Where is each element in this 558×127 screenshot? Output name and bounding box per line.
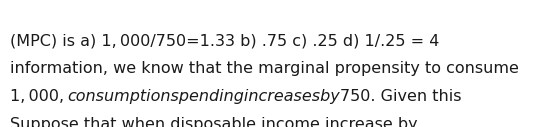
Text: Suppose that when disposable income increase by: Suppose that when disposable income incr… <box>10 117 417 127</box>
Text: 1, 000,: 1, 000, <box>10 89 68 104</box>
Text: consumptionspendingincreasesby: consumptionspendingincreasesby <box>68 89 340 104</box>
Text: (MPC) is a) 1, 000/750=1.33 b) .75 c) .25 d) 1/.25 = 4: (MPC) is a) 1, 000/750=1.33 b) .75 c) .2… <box>10 33 439 48</box>
Text: information, we know that the marginal propensity to consume: information, we know that the marginal p… <box>10 61 519 76</box>
Text: 750. Given this: 750. Given this <box>340 89 461 104</box>
